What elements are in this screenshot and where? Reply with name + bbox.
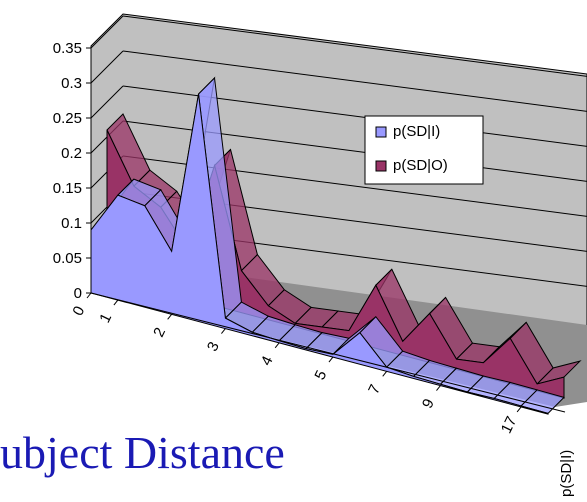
x-tick-mark [113, 299, 119, 306]
legend-swatch-p-sd-i [375, 126, 387, 138]
x-tick-mark [221, 328, 226, 334]
x-tick-label: 0 [69, 304, 88, 319]
x-tick-mark [516, 406, 522, 413]
gridline [122, 50, 587, 112]
y-tick-label: 0 [74, 285, 82, 302]
y-tick-label: 0.05 [53, 250, 82, 267]
series-p-sd-i [90, 76, 565, 415]
x-tick-label: 1 [96, 311, 115, 326]
gridline-side [90, 15, 124, 49]
legend-label-p-sd-o: p(SD|O) [393, 157, 448, 174]
gridline-side [90, 50, 124, 84]
x-tick-label: 9 [419, 396, 438, 411]
series-area [90, 93, 549, 415]
x-tick-mark [328, 356, 334, 363]
gridline-side [90, 85, 124, 119]
y-ticks: 0 0.05 0.1 0.15 0.2 0.25 0.3 0.35 [53, 40, 91, 302]
slide-caption: ubject Distance [0, 427, 285, 478]
legend-swatch-p-sd-o [375, 160, 387, 172]
x-tick-label: 17 [498, 414, 521, 436]
depth-axis-label: p(SD|I) [558, 450, 575, 497]
x-tick-label: 7 [365, 382, 384, 397]
x-tick-mark [167, 314, 173, 320]
x-tick-label: 4 [258, 353, 277, 368]
y-tick-label: 0.35 [53, 40, 82, 57]
legend-label-p-sd-i: p(SD|I) [393, 123, 440, 140]
x-tick-label: 5 [311, 368, 330, 383]
gridline [122, 15, 587, 77]
x-tick-mark [382, 371, 388, 377]
y-tick-label: 0.25 [53, 110, 82, 127]
x-tick-label: 2 [150, 325, 169, 340]
y-tick-label: 0.2 [61, 145, 82, 162]
legend: p(SD|I) p(SD|O) [364, 115, 484, 185]
x-tick-mark [86, 292, 92, 299]
y-tick-label: 0.3 [61, 75, 82, 92]
y-tick-label: 0.1 [61, 215, 82, 232]
x-tick-mark [274, 342, 280, 349]
x-axis-line [90, 292, 566, 413]
x-tick-mark [436, 385, 441, 391]
x-tick-label: 3 [204, 339, 223, 354]
y-tick-label: 0.15 [53, 180, 82, 197]
